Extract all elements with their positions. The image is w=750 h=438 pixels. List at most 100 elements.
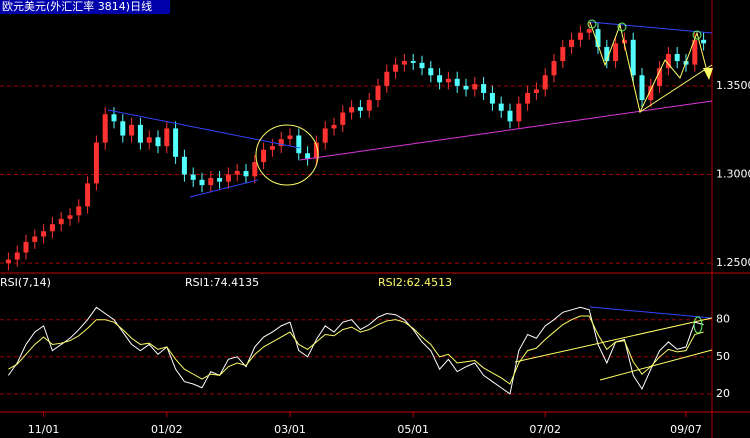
candle-body (481, 84, 487, 93)
y-tick-label: 80 (716, 313, 730, 326)
candle-body (428, 68, 434, 76)
candle-body (305, 153, 311, 159)
x-tick-label: 09/07 (670, 423, 702, 436)
candle-body (445, 78, 451, 83)
title-box (0, 0, 170, 14)
candle-body (111, 114, 117, 122)
candle-body (463, 85, 469, 90)
arrow (703, 68, 713, 80)
candle-body (322, 128, 328, 143)
candle-body (472, 84, 478, 90)
candle-body (102, 114, 108, 143)
candle-body (243, 170, 249, 177)
candle-body (155, 137, 161, 147)
marker (617, 22, 627, 32)
candle-body (542, 75, 548, 90)
trend-line (107, 109, 301, 149)
x-tick-label: 11/01 (28, 423, 60, 436)
candle-body (225, 174, 231, 182)
candle-body (560, 46, 566, 62)
candle-body (454, 78, 460, 86)
candle-body (58, 218, 64, 225)
candle-body (85, 183, 91, 207)
candle-body (137, 124, 143, 143)
candle-body (190, 174, 196, 180)
candle-body (120, 121, 126, 136)
candle-body (287, 135, 293, 140)
marker (692, 30, 702, 40)
candle-body (234, 170, 240, 175)
candle-body (349, 107, 355, 113)
candle-body (269, 146, 275, 150)
candle-body (331, 124, 337, 129)
candle-body (516, 103, 522, 122)
candle-body (146, 137, 152, 143)
trend-line (589, 21, 713, 34)
trend-line (639, 64, 713, 113)
candle-body (357, 107, 363, 111)
wave-line (589, 21, 709, 114)
x-tick-label: 01/02 (151, 423, 183, 436)
x-tick-label: 03/01 (274, 423, 306, 436)
candle-body (384, 71, 390, 86)
candle-body (278, 139, 284, 147)
trend-line (514, 317, 713, 363)
candle-body (393, 64, 399, 72)
y-tick-label: 20 (716, 387, 730, 400)
marker (587, 19, 597, 29)
candle-body (173, 128, 179, 157)
candle-body (32, 236, 38, 242)
rsi-title: RSI(7,14) (0, 276, 51, 289)
candle-body (692, 39, 698, 65)
x-tick-label: 07/02 (529, 423, 561, 436)
candle-body (595, 29, 601, 47)
candle-body (93, 142, 99, 184)
legend-entry: RSI1:74.4135 (185, 276, 259, 289)
rsi-line (7, 306, 704, 395)
y-tick-label: 1.2500 (716, 256, 750, 269)
candle-body (313, 142, 319, 159)
annotations (107, 19, 713, 381)
candle-body (613, 43, 619, 62)
y-tick-label: 1.3000 (716, 168, 750, 181)
candle-body (296, 135, 302, 154)
candle-body (648, 85, 654, 101)
candle-body (410, 61, 416, 63)
candle-body (525, 92, 531, 104)
candle-body (577, 32, 583, 40)
candle-body (507, 110, 513, 122)
candle-body (164, 128, 170, 147)
candle-body (49, 224, 55, 232)
y-tick-label: 50 (716, 350, 730, 363)
x-tick-label: 05/01 (397, 423, 429, 436)
y-tick-label: 1.3500 (716, 79, 750, 92)
candle-body (41, 231, 47, 237)
candle-body (76, 206, 82, 216)
candle-body (340, 112, 346, 125)
candle-body (252, 162, 258, 177)
candle-body (489, 92, 495, 104)
candle-body (551, 61, 557, 76)
candle-body (261, 149, 267, 163)
candle-body (23, 241, 29, 253)
candle-body (498, 103, 504, 111)
candle-body (217, 178, 223, 182)
candle-body (630, 39, 636, 76)
trend-line (599, 349, 713, 381)
candle-body (701, 39, 707, 44)
candle-body (674, 53, 680, 62)
trend-line (589, 306, 713, 319)
candle-body (665, 53, 671, 69)
candle-body (533, 89, 539, 93)
candle-body (401, 61, 407, 65)
candle-body (419, 62, 425, 69)
candle-body (181, 156, 187, 175)
candle-body (604, 46, 610, 62)
trend-line (299, 100, 713, 161)
candle-body (657, 68, 663, 86)
legend-entry: RSI2:62.4513 (378, 276, 452, 289)
candle-body (208, 178, 214, 186)
